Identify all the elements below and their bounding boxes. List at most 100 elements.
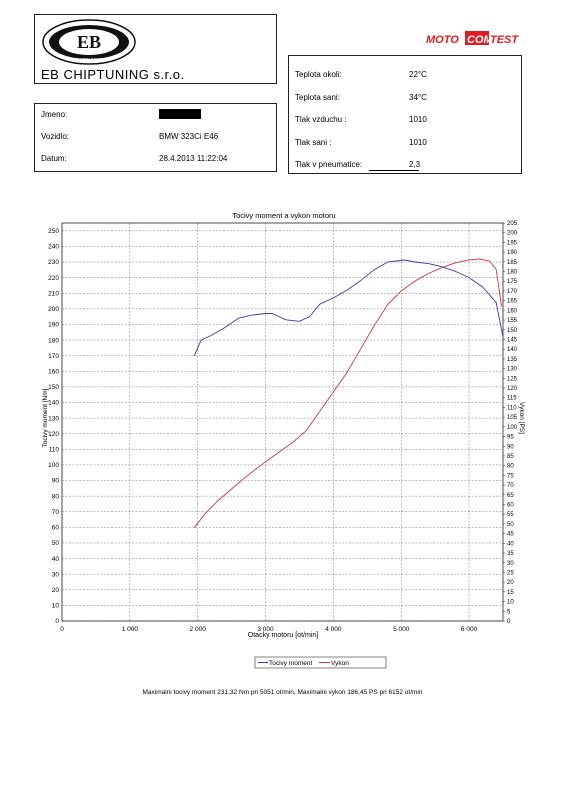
y-tick-label: 70 [52, 509, 60, 516]
y2-tick-label: 0 [507, 619, 511, 625]
value-tlak-sani: 1010 [409, 138, 427, 147]
y2-tick-label: 10 [507, 600, 514, 606]
y-tick-label: 0 [55, 618, 59, 625]
y2-tick-label: 60 [507, 503, 514, 509]
y-tick-label: 240 [48, 244, 59, 251]
y-tick-label: 50 [52, 540, 60, 547]
y-tick-label: 90 [52, 478, 60, 485]
mototest-logo: MOTO COM TEST [426, 31, 519, 46]
y2-tick-label: 20 [507, 580, 514, 586]
y-tick-label: 10 [52, 603, 60, 610]
y2-tick-label: 65 [507, 493, 514, 499]
y2-tick-label: 30 [507, 561, 514, 567]
y-tick-label: 250 [48, 228, 59, 235]
y-tick-label: 130 [48, 415, 59, 422]
y2-tick-label: 50 [507, 522, 514, 528]
y2-tick-label: 205 [507, 221, 518, 227]
y2-tick-label: 90 [507, 444, 514, 450]
y-tick-label: 20 [52, 587, 60, 594]
label-tlak-pneumatice: Tlak v pneumatice: [295, 160, 363, 169]
y2-tick-label: 160 [507, 308, 518, 314]
y2-tick-label: 180 [507, 270, 518, 276]
logo-text: EB [77, 32, 101, 52]
chart-series [193, 258, 504, 529]
y2-tick-label: 155 [507, 318, 518, 324]
y2-tick-label: 170 [507, 289, 518, 295]
dyno-chart: 0102030405060708090100110120130140150160… [42, 211, 525, 669]
power-line [193, 258, 503, 529]
value-teplota-sani: 34°C [409, 93, 427, 102]
y2-tick-label: 105 [507, 415, 518, 421]
brand-left: MOTO [426, 34, 459, 46]
x-tick-label: 1 000 [122, 626, 139, 633]
y2-tick-label: 25 [507, 570, 514, 576]
logo-box: EB CHIPTUNING EB CHIPTUNING s.r.o. [34, 14, 277, 84]
y2-tick-label: 185 [507, 260, 518, 266]
x-tick-label: 5 000 [393, 626, 410, 633]
brand-right: TEST [490, 34, 519, 46]
chart-legend: Tocivy moment Vykon [254, 656, 387, 669]
y2-tick-label: 195 [507, 240, 518, 246]
vehicle-info-box: Jmeno: Vozidlo: BMW 323Ci E46 Datum: 28.… [34, 103, 277, 172]
chart-grid [61, 223, 503, 622]
y2-tick-label: 120 [507, 386, 518, 392]
label-datum: Datum: [41, 154, 67, 163]
y2-axis-label: Vykon [PS] [518, 402, 525, 434]
y-tick-label: 230 [48, 259, 59, 266]
y-tick-label: 150 [48, 384, 59, 391]
logo-subtext: CHIPTUNING [75, 57, 103, 62]
torque-line [193, 259, 504, 356]
y-tick-label: 30 [52, 571, 60, 578]
label-vozidlo: Vozidlo: [41, 132, 70, 141]
y2-tick-label: 165 [507, 299, 518, 305]
y-tick-label: 160 [48, 368, 59, 375]
y2-tick-label: 110 [507, 405, 517, 411]
y-axis-label: Tocivy moment [Nm] [42, 388, 49, 447]
y2-tick-label: 75 [507, 473, 514, 479]
y-tick-label: 110 [49, 447, 60, 454]
company-name: EB CHIPTUNING s.r.o. [41, 67, 185, 82]
x-axis-label: Otacky motoru [ot/min] [248, 632, 318, 639]
tire-pressure-underline [369, 170, 419, 171]
label-jmeno: Jmeno: [41, 110, 68, 119]
y2-tick-label: 5 [507, 609, 511, 615]
footer-summary: Maximalni tocivy moment 231,32 Nm pri 50… [142, 689, 423, 696]
y-tick-label: 140 [48, 400, 59, 407]
x-tick-label: 6 000 [461, 626, 478, 633]
y2-tick-label: 130 [507, 367, 518, 373]
y2-tick-label: 125 [507, 376, 518, 382]
y-tick-label: 190 [48, 322, 59, 329]
y-tick-label: 120 [48, 431, 59, 438]
y-tick-label: 220 [48, 275, 59, 282]
y2-tick-label: 200 [507, 231, 518, 237]
x-tick-label: 0 [60, 626, 64, 633]
y-tick-label: 210 [48, 290, 59, 297]
value-tlak-vzduchu: 1010 [409, 115, 427, 124]
label-teplota-okoli: Teplota okoli: [295, 70, 342, 79]
plot-frame [61, 222, 504, 622]
eb-chiptuning-logo: EB CHIPTUNING [42, 19, 136, 65]
legend-label-power: Vykon [331, 660, 349, 667]
y-tick-label: 60 [52, 525, 60, 532]
chart-title: Tocivy moment a vykon motoru [232, 211, 335, 220]
value-teplota-okoli: 22°C [409, 70, 427, 79]
value-tlak-pneumatice: 2,3 [409, 160, 421, 169]
y2-tick-label: 115 [507, 396, 517, 402]
y-tick-label: 40 [52, 556, 60, 563]
y2-tick-label: 40 [507, 541, 514, 547]
y2-tick-label: 55 [507, 512, 514, 518]
y2-tick-label: 175 [507, 279, 518, 285]
y-tick-label: 200 [48, 306, 59, 313]
label-teplota-sani: Teplota sani: [295, 93, 340, 102]
x-tick-label: 2 000 [190, 626, 207, 633]
y2-tick-label: 140 [507, 347, 518, 353]
x-tick-label: 4 000 [325, 626, 342, 633]
value-datum: 28.4.2013 11:22:04 [159, 154, 228, 163]
test-conditions-box: Teplota okoli: 22°C Teplota sani: 34°C T… [288, 55, 522, 174]
legend-label-torque: Tocivy moment [269, 660, 313, 667]
y-tick-label: 180 [48, 337, 59, 344]
brand-mid: COM [467, 34, 494, 46]
y2-tick-label: 85 [507, 454, 514, 460]
y2-tick-label: 190 [507, 250, 518, 256]
y2-tick-label: 70 [507, 483, 514, 489]
